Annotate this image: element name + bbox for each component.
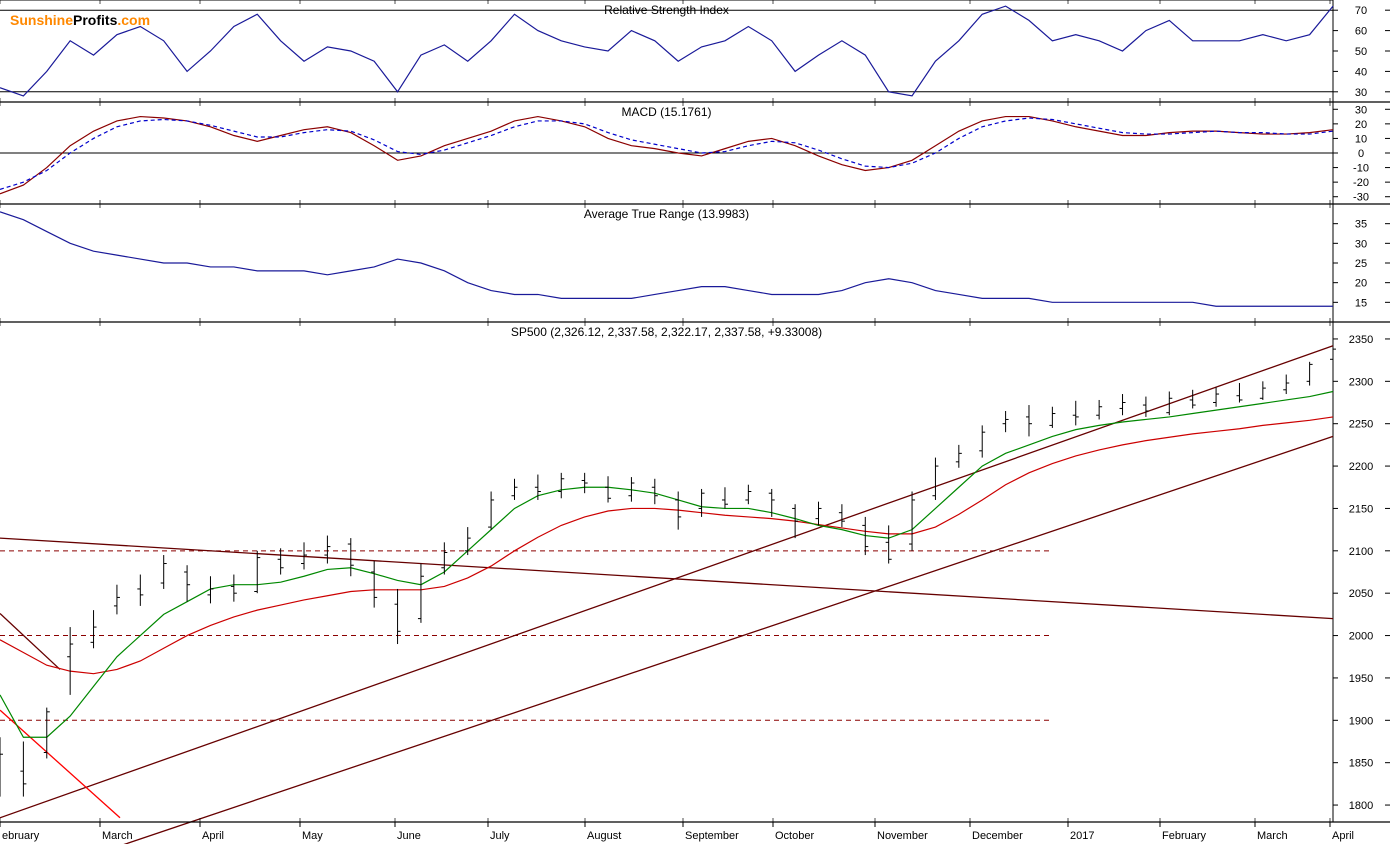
- y-tick-label: 2250: [1349, 419, 1373, 431]
- x-tick-label: June: [397, 830, 421, 842]
- trend-line: [0, 538, 1333, 619]
- y-tick-label: 20: [1355, 119, 1367, 131]
- y-tick-label: 30: [1355, 104, 1367, 116]
- y-tick-label: 2100: [1349, 546, 1373, 558]
- financial-chart: SunshineProfits.com 3040506070Relative S…: [0, 0, 1390, 844]
- y-tick-label: 70: [1355, 5, 1367, 17]
- series-macd: [0, 117, 1333, 194]
- y-tick-label: 10: [1355, 133, 1367, 145]
- trend-line: [0, 346, 1333, 818]
- y-tick-label: 1800: [1349, 800, 1373, 812]
- panel-title: Average True Range (13.9983): [584, 207, 749, 221]
- x-tick-label: October: [775, 830, 814, 842]
- y-tick-label: 15: [1355, 297, 1367, 309]
- trend-line: [40, 436, 1333, 844]
- y-tick-label: -20: [1353, 177, 1369, 189]
- x-tick-label: April: [1332, 830, 1354, 842]
- series-rsi: [0, 6, 1333, 96]
- y-tick-label: 2350: [1349, 334, 1373, 346]
- series-signal: [0, 118, 1333, 189]
- y-tick-label: 2150: [1349, 503, 1373, 515]
- y-tick-label: 60: [1355, 26, 1367, 38]
- panel-title: SP500 (2,326.12, 2,337.58, 2,322.17, 2,3…: [511, 325, 822, 339]
- y-tick-label: 30: [1355, 238, 1367, 250]
- x-tick-label: August: [587, 830, 621, 842]
- y-tick-label: 0: [1358, 148, 1364, 160]
- y-tick-label: 20: [1355, 278, 1367, 290]
- x-tick-label: July: [490, 830, 510, 842]
- series-atr: [0, 212, 1333, 306]
- y-tick-label: 2050: [1349, 588, 1373, 600]
- y-tick-label: 1950: [1349, 673, 1373, 685]
- y-tick-label: 30: [1355, 87, 1367, 99]
- y-tick-label: 50: [1355, 46, 1367, 58]
- x-tick-label: March: [1257, 830, 1288, 842]
- x-tick-label: May: [302, 830, 323, 842]
- x-tick-label: April: [202, 830, 224, 842]
- trend-line: [0, 614, 60, 670]
- y-tick-label: 1900: [1349, 715, 1373, 727]
- x-tick-label: February: [1162, 830, 1207, 842]
- panel-title: MACD (15.1761): [621, 105, 711, 119]
- x-tick-label: ebruary: [2, 830, 40, 842]
- y-tick-label: 35: [1355, 219, 1367, 231]
- y-tick-label: 25: [1355, 258, 1367, 270]
- chart-svg: 3040506070Relative Strength Index-30-20-…: [0, 0, 1390, 844]
- x-tick-label: March: [102, 830, 133, 842]
- x-tick-label: September: [685, 830, 739, 842]
- y-tick-label: 1850: [1349, 758, 1373, 770]
- y-tick-label: -30: [1353, 192, 1369, 204]
- watermark-part: .com: [117, 12, 150, 28]
- y-tick-label: 2000: [1349, 631, 1373, 643]
- watermark-logo: SunshineProfits.com: [10, 12, 150, 28]
- x-tick-label: November: [877, 830, 928, 842]
- y-tick-label: -10: [1353, 163, 1369, 175]
- watermark-part: Profits: [73, 12, 117, 28]
- watermark-part: Sunshine: [10, 12, 73, 28]
- y-tick-label: 40: [1355, 66, 1367, 78]
- y-tick-label: 2300: [1349, 376, 1373, 388]
- x-tick-label: 2017: [1070, 830, 1094, 842]
- y-tick-label: 2200: [1349, 461, 1373, 473]
- x-tick-label: December: [972, 830, 1023, 842]
